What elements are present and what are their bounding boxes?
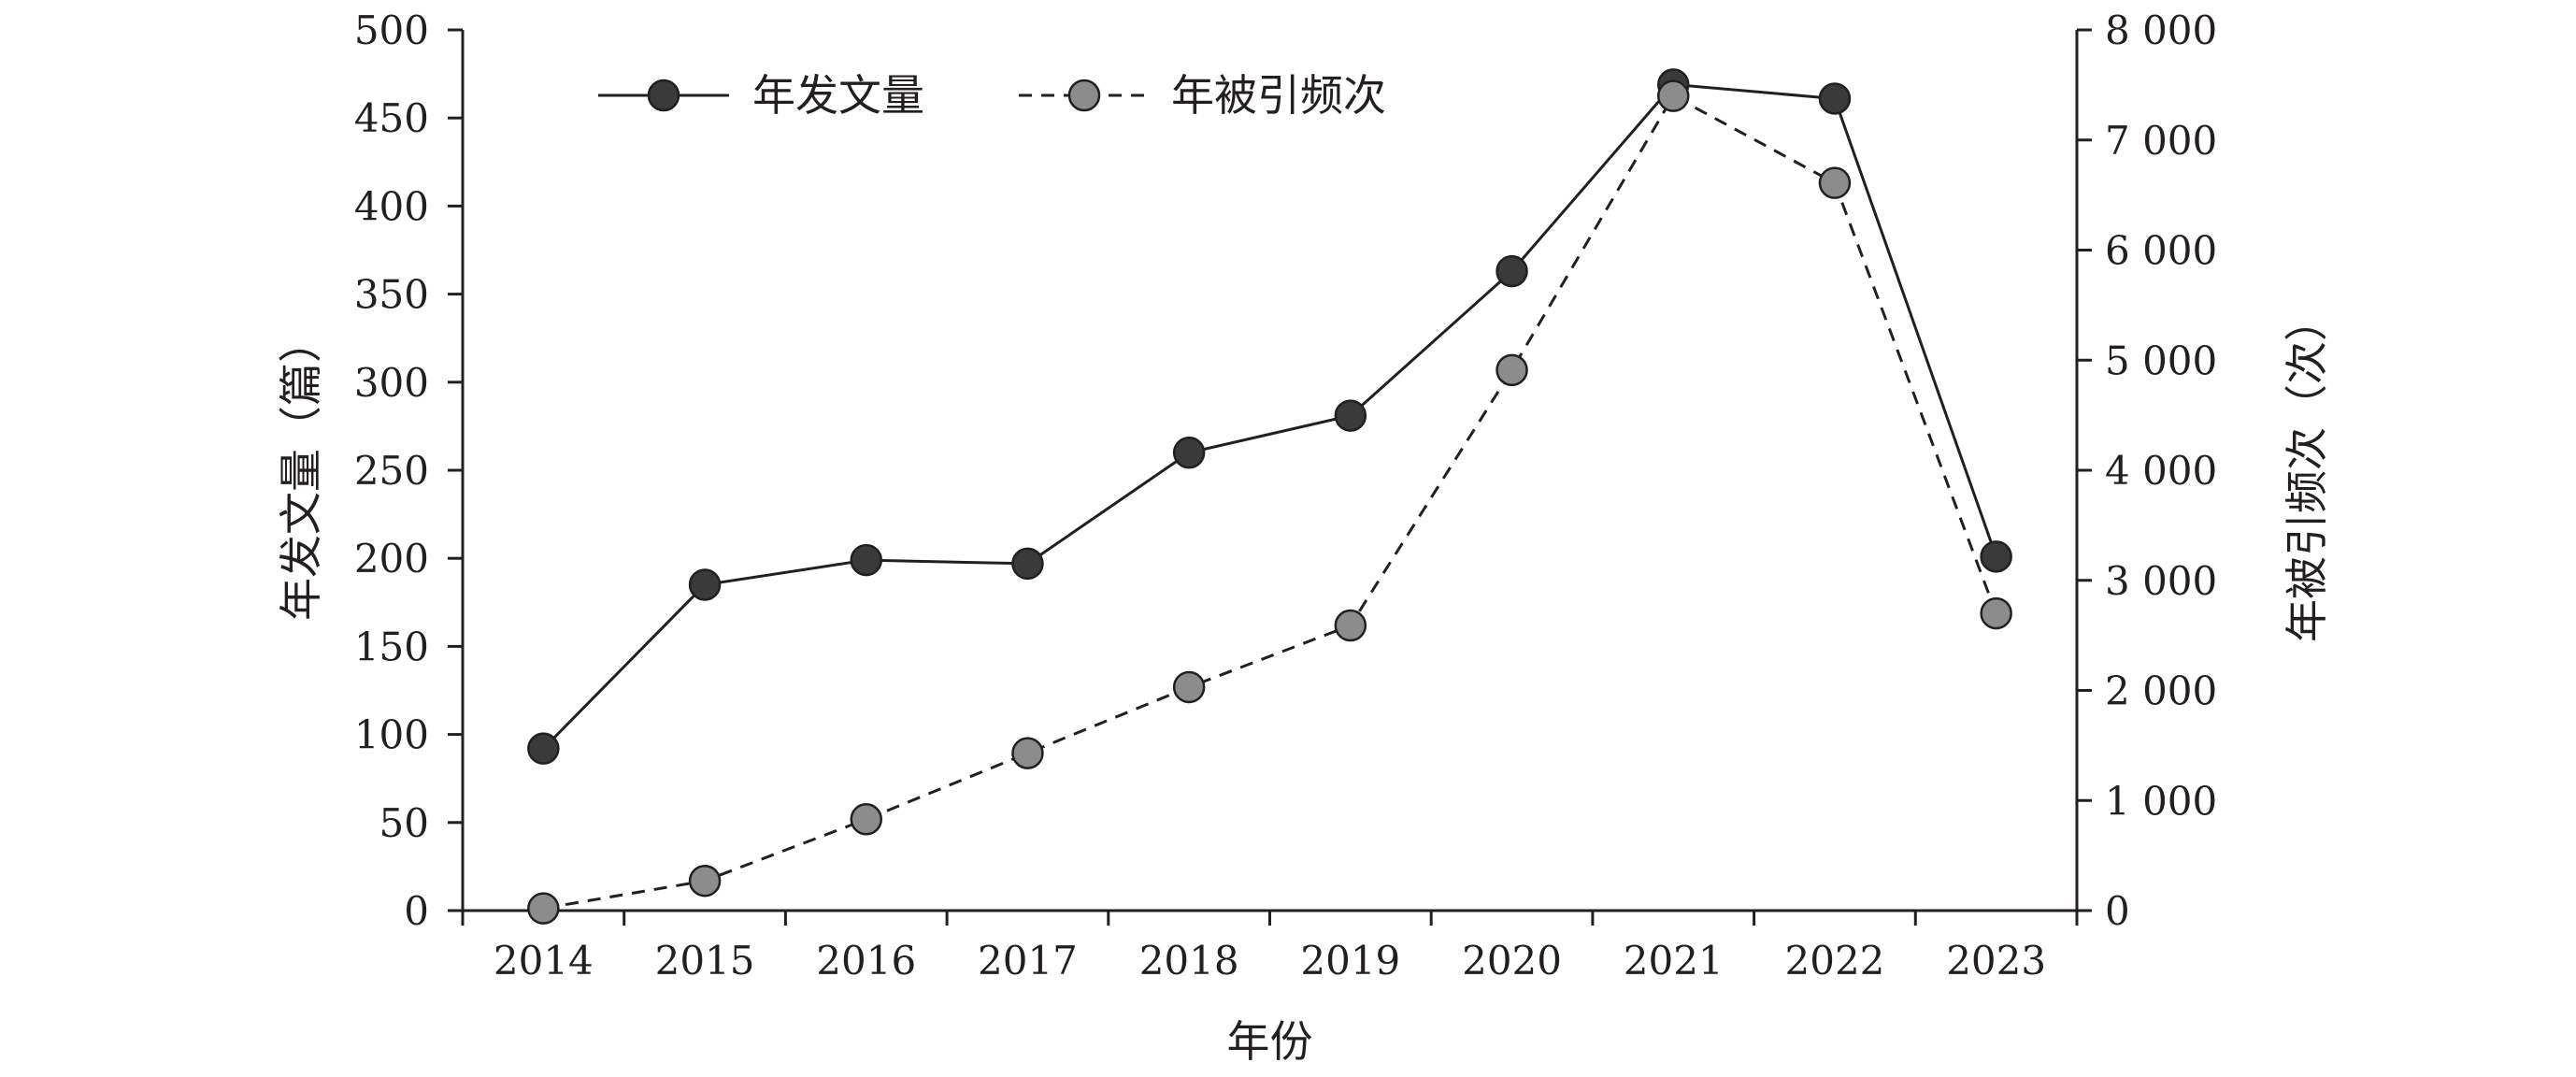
series-2-point-2023 xyxy=(1980,596,2012,630)
x-tick-label: 2023 xyxy=(1946,938,2046,984)
chart-ticks: 0 50 100 150 200 250 300 350 400 450 500 0 1 000 2 00… xyxy=(354,7,2217,984)
series-1-point-2014 xyxy=(527,732,560,765)
y-left-tick-label: 250 xyxy=(354,448,429,494)
x-tick-label: 2014 xyxy=(494,938,594,984)
y-right-tick-label: 7 000 xyxy=(2105,118,2217,164)
y-right-tick-label: 3 000 xyxy=(2105,558,2217,604)
y-right-tick-label: 6 000 xyxy=(2105,228,2217,274)
y-right-axis-title: 年被引频次（次） xyxy=(2282,298,2332,642)
legend-marker-2 xyxy=(1067,79,1101,112)
y-left-tick-label: 200 xyxy=(354,536,429,582)
y-right-tick-label: 1 000 xyxy=(2105,778,2217,824)
series-1-point-2019 xyxy=(1334,399,1367,432)
series-1-point-2015 xyxy=(688,568,722,601)
series-2-point-2020 xyxy=(1496,353,1528,387)
x-tick-label: 2020 xyxy=(1462,938,1562,984)
x-tick-label: 2021 xyxy=(1624,938,1724,984)
series-2-point-2016 xyxy=(850,803,882,836)
y-right-tick-label: 8 000 xyxy=(2105,7,2217,53)
series-2-point-2014 xyxy=(527,892,560,925)
chart-markers xyxy=(527,68,2012,925)
series-1-point-2020 xyxy=(1496,254,1528,288)
y-left-tick-label: 150 xyxy=(354,624,429,669)
x-tick-label: 2016 xyxy=(816,938,916,984)
series-line-2 xyxy=(543,93,1998,911)
legend-marker-1 xyxy=(647,79,680,112)
x-axis-title: 年份 xyxy=(1227,1016,1313,1067)
x-tick-label: 2018 xyxy=(1139,938,1239,984)
series-1-point-2016 xyxy=(850,543,882,577)
y-left-tick-label: 100 xyxy=(354,712,429,758)
series-2-point-2021 xyxy=(1657,79,1690,112)
chart-axis-labels: 年份 年发文量（篇） 年被引频次（次） xyxy=(276,298,2332,1067)
y-left-tick-label: 500 xyxy=(354,7,429,53)
series-2-point-2015 xyxy=(688,864,722,898)
chart-legend: 年发文量 年被引频次 xyxy=(598,70,1386,121)
series-1-point-2022 xyxy=(1818,82,1852,115)
series-1-point-2017 xyxy=(1011,547,1044,581)
y-right-tick-label: 2 000 xyxy=(2105,668,2217,714)
series-2-point-2017 xyxy=(1011,737,1044,769)
y-left-tick-label: 350 xyxy=(354,272,429,318)
series-1-point-2018 xyxy=(1172,436,1206,469)
y-left-tick-label: 300 xyxy=(354,360,429,406)
x-tick-label: 2019 xyxy=(1300,938,1400,984)
x-tick-label: 2017 xyxy=(978,938,1078,984)
series-2-point-2018 xyxy=(1172,670,1206,704)
y-left-tick-label: 400 xyxy=(354,183,429,229)
series-2-point-2019 xyxy=(1334,609,1367,642)
y-left-tick-label: 0 xyxy=(404,888,429,934)
x-tick-label: 2015 xyxy=(655,938,755,984)
y-left-tick-label: 450 xyxy=(354,95,429,141)
y-right-tick-label: 5 000 xyxy=(2105,337,2217,383)
y-left-tick-label: 50 xyxy=(379,800,429,846)
legend-label-2: 年被引频次 xyxy=(1171,70,1386,121)
y-right-tick-label: 0 xyxy=(2105,888,2130,934)
x-tick-label: 2022 xyxy=(1785,938,1885,984)
y-right-tick-label: 4 000 xyxy=(2105,448,2217,494)
series-2-point-2022 xyxy=(1818,166,1852,199)
series-line-1 xyxy=(542,82,1998,750)
y-left-axis-title: 年发文量（篇） xyxy=(276,320,326,621)
legend-label-1: 年发文量 xyxy=(752,70,924,121)
chart-lines xyxy=(542,82,1998,911)
chart-axes xyxy=(461,30,2079,912)
series-1-point-2023 xyxy=(1980,540,2012,573)
